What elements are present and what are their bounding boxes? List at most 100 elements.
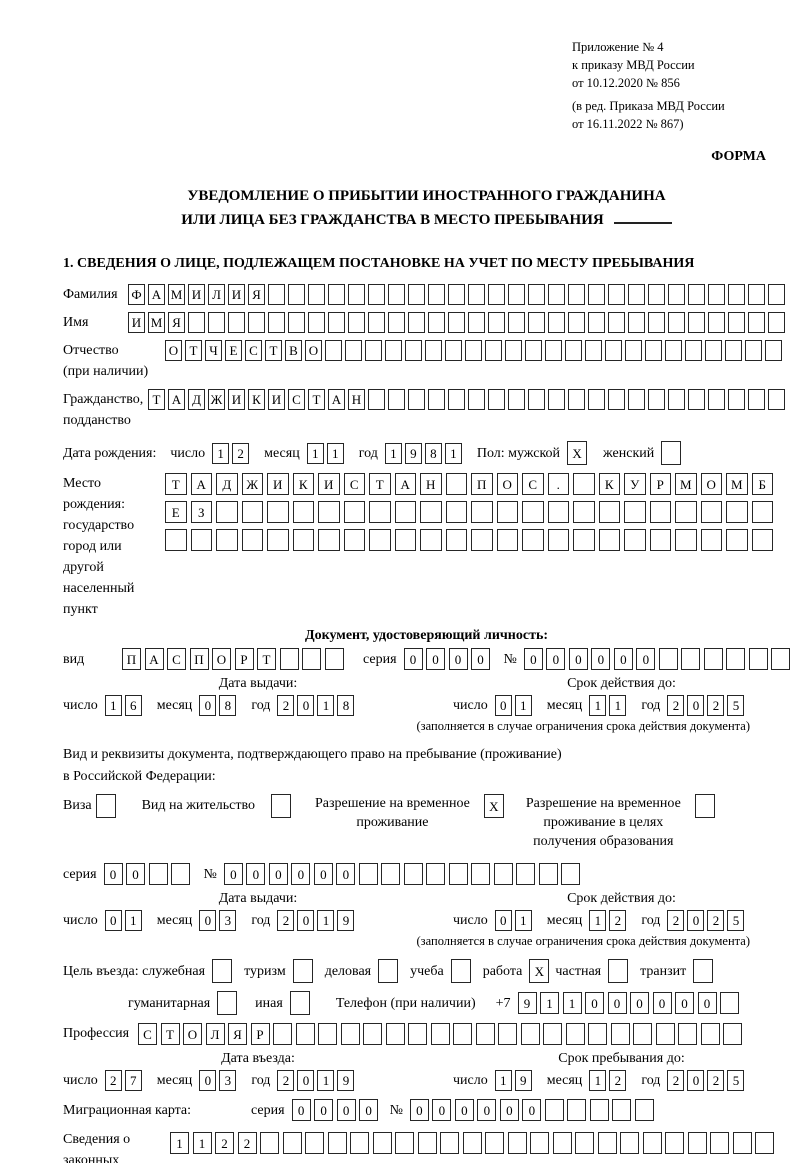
- birth-place-box[interactable]: [496, 501, 518, 523]
- representatives-box[interactable]: [305, 1132, 324, 1154]
- surname-box[interactable]: [428, 284, 445, 305]
- citizenship-box[interactable]: [468, 389, 485, 410]
- birth-place-box[interactable]: П: [471, 473, 493, 495]
- representatives-box[interactable]: [507, 1132, 527, 1154]
- birth-place-box[interactable]: [522, 501, 544, 523]
- given-name-box[interactable]: [728, 312, 745, 333]
- birth-place-box[interactable]: [522, 529, 544, 551]
- given-name-box[interactable]: [708, 312, 725, 333]
- permit-issue-month-box[interactable]: 0: [199, 910, 217, 931]
- profession-box[interactable]: О: [183, 1023, 202, 1045]
- birth-place-box[interactable]: А: [394, 473, 416, 495]
- phone-digit-box[interactable]: 9: [517, 992, 537, 1014]
- migration-number-box[interactable]: 0: [477, 1099, 497, 1121]
- birth-place-box[interactable]: Т: [369, 473, 391, 495]
- profession-box[interactable]: С: [138, 1023, 157, 1045]
- permit-number-box[interactable]: [358, 863, 378, 885]
- permit-number-box[interactable]: 0: [268, 863, 288, 885]
- given-name-box[interactable]: [368, 312, 385, 333]
- birth-month-box[interactable]: 1: [326, 442, 344, 464]
- profession-box[interactable]: [498, 1023, 517, 1045]
- birth-day-box[interactable]: 1: [212, 442, 230, 464]
- id-valid-year-box[interactable]: 0: [687, 695, 705, 716]
- birth-year-box[interactable]: 1: [384, 442, 402, 464]
- birth-place-box[interactable]: И: [318, 473, 340, 495]
- migration-series-box[interactable]: 0: [291, 1099, 311, 1121]
- permit-series-box[interactable]: 0: [103, 863, 123, 885]
- permit-number-box[interactable]: 0: [223, 863, 243, 885]
- birth-place-box[interactable]: [675, 529, 697, 551]
- permit-issue-month-box[interactable]: 3: [219, 910, 237, 931]
- representatives-box[interactable]: [440, 1132, 459, 1154]
- sex-female-checkbox[interactable]: [661, 441, 682, 465]
- doc-series-box[interactable]: 0: [426, 648, 446, 670]
- entry-month-box[interactable]: 3: [219, 1070, 237, 1091]
- permit-series-box[interactable]: [171, 863, 191, 885]
- profession-box[interactable]: [543, 1023, 562, 1045]
- birth-place-box[interactable]: [471, 501, 493, 523]
- birth-place-box[interactable]: Д: [216, 473, 238, 495]
- doc-kind-box[interactable]: [324, 648, 344, 670]
- doc-number-box[interactable]: [748, 648, 768, 670]
- birth-place-box[interactable]: [471, 529, 493, 551]
- given-name-box[interactable]: [228, 312, 245, 333]
- representatives-box[interactable]: 2: [237, 1132, 257, 1154]
- citizenship-box[interactable]: [768, 389, 785, 410]
- patronymic-box[interactable]: [385, 340, 402, 361]
- birth-place-box[interactable]: [318, 529, 340, 551]
- given-name-box[interactable]: [308, 312, 325, 333]
- citizenship-box[interactable]: [388, 389, 405, 410]
- given-name-box[interactable]: [448, 312, 465, 333]
- doc-series-box[interactable]: 0: [471, 648, 491, 670]
- given-name-box[interactable]: Я: [168, 312, 185, 333]
- patronymic-box[interactable]: С: [245, 340, 262, 361]
- doc-number-box[interactable]: [658, 648, 678, 670]
- entry-year-box[interactable]: 2: [277, 1070, 295, 1091]
- representatives-box[interactable]: [462, 1132, 482, 1154]
- stay-day-box[interactable]: 9: [514, 1070, 532, 1091]
- patronymic-box[interactable]: [585, 340, 602, 361]
- given-name-box[interactable]: [748, 312, 765, 333]
- business-checkbox[interactable]: [378, 959, 399, 983]
- surname-box[interactable]: [408, 284, 425, 305]
- profession-box[interactable]: [475, 1023, 495, 1045]
- patronymic-box[interactable]: [565, 340, 582, 361]
- representatives-box[interactable]: 2: [215, 1132, 234, 1154]
- patronymic-box[interactable]: Ч: [205, 340, 222, 361]
- doc-number-box[interactable]: 0: [591, 648, 611, 670]
- id-valid-day-box[interactable]: 1: [514, 695, 532, 716]
- representatives-box[interactable]: [417, 1132, 437, 1154]
- birth-place-box[interactable]: А: [190, 473, 212, 495]
- birth-place-box[interactable]: [216, 529, 238, 551]
- citizenship-box[interactable]: [408, 389, 425, 410]
- birth-place-box[interactable]: С: [343, 473, 365, 495]
- stay-day-box[interactable]: 1: [494, 1070, 512, 1091]
- citizenship-box[interactable]: [628, 389, 645, 410]
- birth-place-box[interactable]: [216, 501, 238, 523]
- citizenship-box[interactable]: [608, 389, 625, 410]
- citizenship-box[interactable]: Д: [188, 389, 205, 410]
- birth-place-box[interactable]: [267, 529, 289, 551]
- patronymic-box[interactable]: [625, 340, 642, 361]
- profession-box[interactable]: [340, 1023, 360, 1045]
- citizenship-box[interactable]: И: [268, 389, 285, 410]
- permit-valid-day-box[interactable]: 0: [494, 910, 512, 931]
- representatives-box[interactable]: [485, 1132, 504, 1154]
- id-issue-year-box[interactable]: 8: [337, 695, 355, 716]
- permit-valid-month-box[interactable]: 2: [609, 910, 627, 931]
- patronymic-box[interactable]: Е: [225, 340, 242, 361]
- doc-kind-box[interactable]: О: [212, 648, 231, 670]
- phone-digit-box[interactable]: 1: [562, 992, 582, 1014]
- doc-kind-box[interactable]: Т: [257, 648, 276, 670]
- patronymic-box[interactable]: [485, 340, 502, 361]
- phone-digit-box[interactable]: 0: [630, 992, 650, 1014]
- entry-year-box[interactable]: 0: [297, 1070, 315, 1091]
- profession-box[interactable]: [408, 1023, 427, 1045]
- profession-box[interactable]: [363, 1023, 382, 1045]
- patronymic-box[interactable]: [445, 340, 462, 361]
- patronymic-box[interactable]: [365, 340, 382, 361]
- birth-place-box[interactable]: [649, 501, 671, 523]
- birth-place-box[interactable]: [547, 529, 569, 551]
- representatives-box[interactable]: 1: [170, 1132, 189, 1154]
- birth-day-box[interactable]: 2: [232, 442, 250, 464]
